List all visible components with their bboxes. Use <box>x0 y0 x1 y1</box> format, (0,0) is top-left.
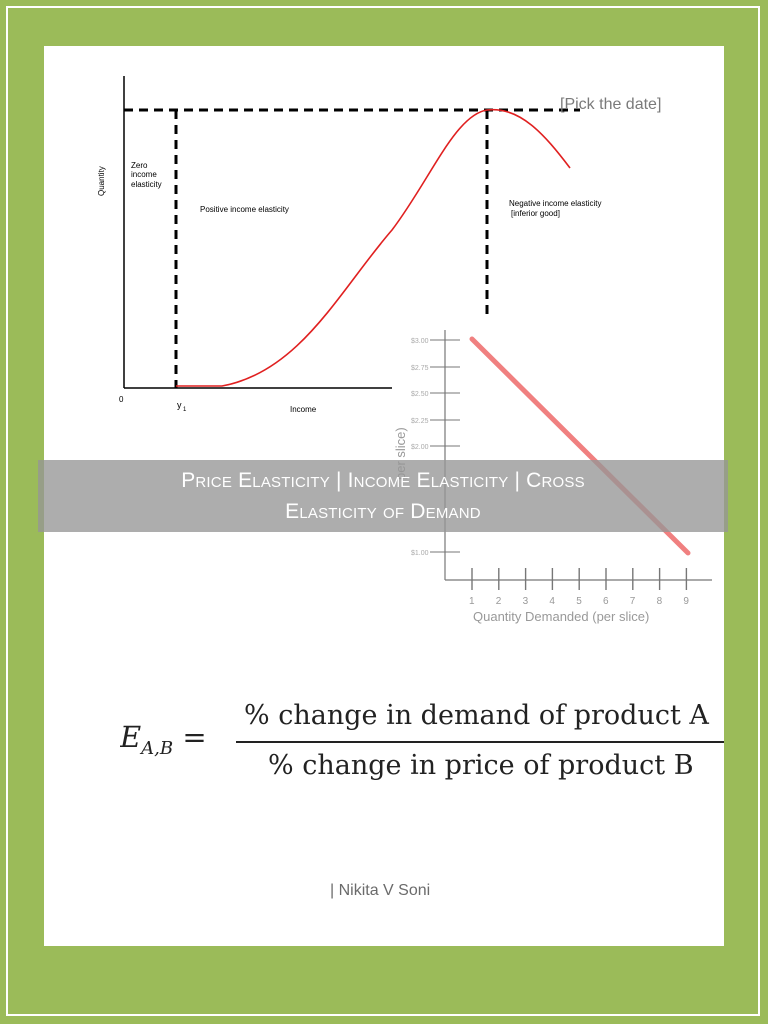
demand-y-tick-label: $2.00 <box>411 444 429 451</box>
demand-y-tick-label: $3.00 <box>411 338 429 345</box>
negative-elasticity-label: Negative income elasticity <box>509 199 601 208</box>
demand-x-tick-label: 1 <box>469 596 475 607</box>
formula-fraction-bar <box>236 741 724 743</box>
formula-equals: = <box>173 720 207 754</box>
formula-subscript: A,B <box>141 737 174 759</box>
demand-x-axis-label: Quantity Demanded (per slice) <box>473 609 649 624</box>
demand-x-tick-label: 8 <box>657 596 663 607</box>
formula-denominator: % change in price of product B <box>268 750 694 781</box>
y1-label: y <box>177 400 182 410</box>
income-axis-label: Income <box>290 405 317 414</box>
demand-y-tick-label: $2.75 <box>411 365 429 372</box>
date-placeholder[interactable]: [Pick the date] <box>560 96 661 113</box>
cross-elasticity-formula: EA,B = % change in demand of product A %… <box>120 700 724 790</box>
title-line-1: Price Elasticity | Income Elasticity | C… <box>181 469 585 492</box>
title-band: Price Elasticity | Income Elasticity | C… <box>38 460 728 532</box>
inferior-good-label: [inferior good] <box>511 209 560 218</box>
author-line: | Nikita V Soni <box>330 882 431 899</box>
demand-x-tick-label: 3 <box>523 596 529 607</box>
formula-numerator: % change in demand of product A <box>244 700 709 731</box>
demand-x-tick-label: 4 <box>549 596 555 607</box>
demand-y-tick-label: $2.25 <box>411 418 429 425</box>
formula-lhs: EA,B = <box>120 720 207 759</box>
zero-elasticity-label-1: Zero <box>131 161 148 170</box>
income-curve <box>176 108 571 387</box>
title-line-2: Elasticity of Demand <box>285 500 481 523</box>
zero-elasticity-label-2: income <box>131 170 157 179</box>
demand-x-tick-label: 5 <box>576 596 582 607</box>
quantity-axis-label: Quantity <box>97 166 106 196</box>
demand-y-tick-label: $1.00 <box>411 550 429 557</box>
page-border-line <box>6 6 760 1016</box>
zero-elasticity-label-3: elasticity <box>131 180 162 189</box>
formula-e: E <box>120 720 142 754</box>
origin-label: 0 <box>119 395 124 404</box>
demand-x-tick-label: 9 <box>683 596 689 607</box>
demand-x-tick-label: 2 <box>496 596 502 607</box>
demand-y-tick-label: $2.50 <box>411 391 429 398</box>
positive-elasticity-label: Positive income elasticity <box>200 205 289 214</box>
demand-x-tick-label: 6 <box>603 596 609 607</box>
demand-x-tick-label: 7 <box>630 596 636 607</box>
y1-subscript: 1 <box>183 407 187 413</box>
